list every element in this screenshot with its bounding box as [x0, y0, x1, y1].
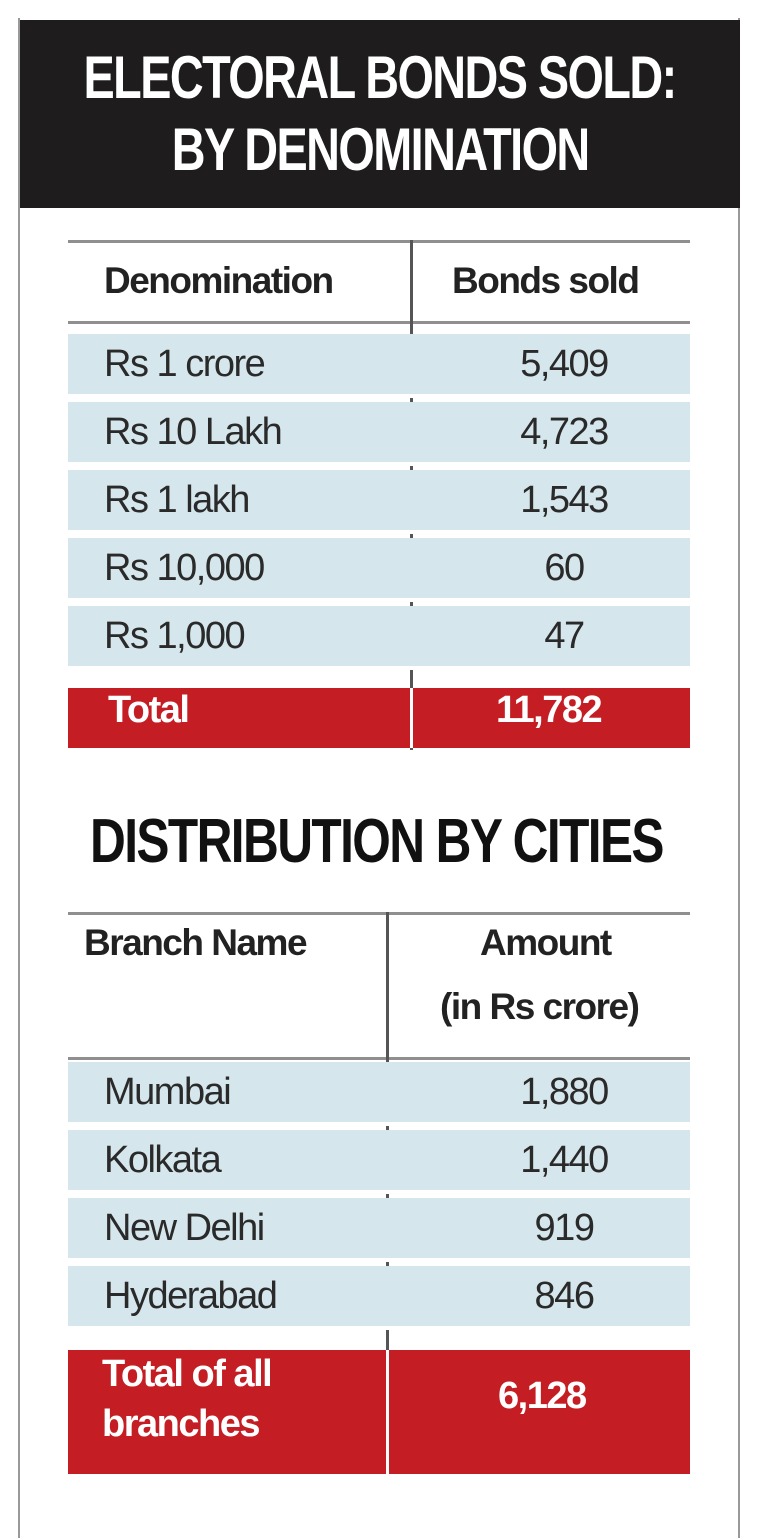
- total-label: Total: [108, 689, 190, 731]
- row-value: 919: [534, 1207, 595, 1249]
- table-row: Rs 1,000 47: [68, 606, 690, 670]
- row-label: Rs 10 Lakh: [104, 411, 283, 453]
- section-title-cities: DISTRIBUTION BY CITIES: [90, 807, 665, 876]
- table-row: Mumbai 1,880: [68, 1062, 690, 1126]
- header-denomination: Denomination: [104, 260, 334, 301]
- table-row: Rs 10,000 60: [68, 538, 690, 602]
- row-label: Rs 1,000: [104, 615, 246, 657]
- row-label: Rs 1 lakh: [104, 479, 250, 521]
- row-label: Rs 1 crore: [104, 343, 266, 385]
- total-value: 6,128: [498, 1375, 587, 1417]
- header-amount-unit: (in Rs crore): [440, 986, 640, 1027]
- title-banner: ELECTORAL BONDS SOLD: BY DENOMINATION: [20, 20, 740, 208]
- row-value: 47: [544, 615, 585, 657]
- row-label: Hyderabad: [104, 1275, 278, 1317]
- total-label-line-1: Total of all: [102, 1353, 273, 1395]
- total-row: Total 11,782: [68, 688, 690, 748]
- total-label-line-2: branches: [102, 1403, 260, 1445]
- total-value: 11,782: [496, 689, 603, 731]
- table-row: Rs 10 Lakh 4,723: [68, 402, 690, 466]
- table-header: Denomination Bonds sold: [68, 240, 690, 324]
- row-label: Kolkata: [104, 1139, 222, 1181]
- row-label: Rs 10,000: [104, 547, 265, 589]
- header-bonds-sold: Bonds sold: [452, 260, 640, 301]
- table-row: New Delhi 919: [68, 1198, 690, 1262]
- table-row: Rs 1 lakh 1,543: [68, 470, 690, 534]
- header-branch-name: Branch Name: [84, 922, 308, 963]
- header-amount: Amount: [480, 922, 612, 963]
- table-header: Branch Name Amount (in Rs crore): [68, 912, 690, 1060]
- row-value: 5,409: [520, 343, 609, 385]
- total-divider: [386, 1350, 389, 1474]
- title-line-2: BY DENOMINATION: [171, 116, 590, 183]
- table-row: Kolkata 1,440: [68, 1130, 690, 1194]
- row-value: 1,440: [520, 1139, 609, 1181]
- title-line-1: ELECTORAL BONDS SOLD:: [83, 44, 678, 111]
- row-value: 1,543: [520, 479, 609, 521]
- row-label: Mumbai: [104, 1071, 232, 1113]
- table-row: Hyderabad 846: [68, 1266, 690, 1330]
- total-divider: [410, 688, 413, 748]
- row-value: 1,880: [520, 1071, 609, 1113]
- row-value: 846: [534, 1275, 595, 1317]
- row-value: 4,723: [520, 411, 609, 453]
- total-row: Total of all branches 6,128: [68, 1350, 690, 1474]
- row-label: New Delhi: [104, 1207, 265, 1249]
- table-row: Rs 1 crore 5,409: [68, 334, 690, 398]
- row-value: 60: [544, 547, 585, 589]
